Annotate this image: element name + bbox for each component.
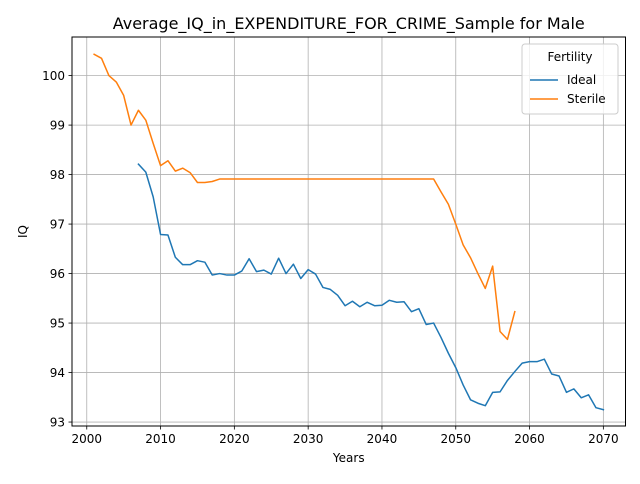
x-axis-ticks: 2000 2010 2020 2030 2040 2050 2060 2070	[71, 426, 619, 446]
x-tick-label: 2010	[145, 432, 176, 446]
y-tick-label: 97	[50, 217, 65, 231]
x-tick-label: 2030	[293, 432, 324, 446]
series-line-ideal	[137, 163, 605, 411]
x-tick-label: 2060	[514, 432, 545, 446]
y-tick-label: 95	[50, 316, 65, 330]
legend: Fertility Ideal Sterile	[521, 43, 619, 115]
legend-label-ideal: Ideal	[567, 73, 596, 87]
plot-area-frame	[71, 36, 626, 427]
y-tick-label: 94	[50, 366, 65, 380]
legend-box	[521, 43, 619, 115]
x-tick-label: 2070	[588, 432, 619, 446]
series-lines	[93, 53, 605, 411]
x-tick-label: 2020	[219, 432, 250, 446]
y-axis-label: IQ	[16, 225, 30, 238]
legend-label-sterile: Sterile	[567, 92, 606, 106]
y-tick-label: 99	[50, 118, 65, 132]
y-axis-ticks: 93 94 95 96 97 98 99 100	[42, 69, 72, 429]
x-tick-label: 2000	[71, 432, 102, 446]
series-line-sterile	[93, 53, 516, 341]
y-tick-label: 96	[50, 267, 65, 281]
chart-title: Average_IQ_in_EXPENDITURE_FOR_CRIME_Samp…	[113, 14, 585, 34]
x-tick-label: 2040	[367, 432, 398, 446]
y-tick-label: 93	[50, 415, 65, 429]
x-axis-label: Years	[332, 451, 365, 465]
y-tick-label: 100	[42, 69, 65, 83]
y-tick-label: 98	[50, 168, 65, 182]
x-tick-label: 2050	[440, 432, 471, 446]
legend-title: Fertility	[547, 50, 592, 64]
